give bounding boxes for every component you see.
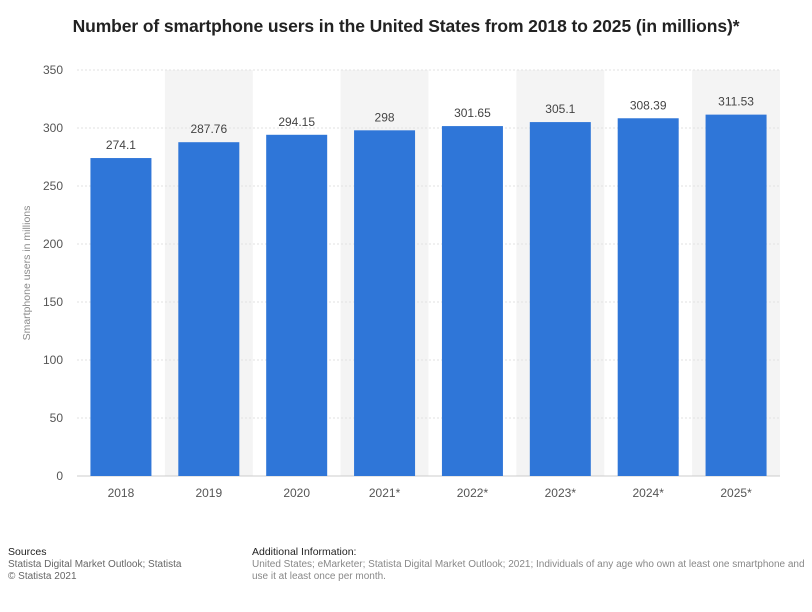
bar: [529, 122, 591, 477]
y-tick-label: 0: [56, 469, 63, 483]
bar-value-label: 308.39: [630, 98, 667, 112]
y-tick-label: 150: [43, 295, 63, 309]
x-axis-ticks: 2018 2019 2020 2021* 2022* 2023* 2024* 2025*: [108, 486, 752, 500]
x-tick-label: 2021*: [369, 486, 401, 500]
y-axis-title: Smartphone users in millions: [21, 206, 33, 341]
bar-value-label: 294.15: [278, 115, 315, 129]
x-tick-label: 2019: [195, 486, 222, 500]
copyright-line: © Statista 2021: [8, 571, 77, 582]
bar-value-label: 287.76: [190, 122, 227, 136]
bar-chart: 274.1 287.76 294.15 298 301.65 305.1 308.39 311…: [21, 63, 780, 500]
bars: [90, 114, 767, 477]
bar-value-label: 298: [375, 110, 395, 124]
y-tick-label: 350: [43, 63, 63, 77]
footer-additional-info: Additional Information: United States; e…: [252, 546, 808, 583]
footer-sources: Sources Statista Digital Market Outlook;…: [8, 546, 181, 583]
bar: [354, 130, 416, 476]
info-heading: Additional Information:: [252, 546, 357, 558]
info-text: United States; eMarketer; Statista Digit…: [252, 559, 805, 582]
y-tick-label: 250: [43, 179, 63, 193]
sources-heading: Sources: [8, 546, 47, 558]
y-tick-label: 300: [43, 121, 63, 135]
x-tick-label: 2025*: [720, 486, 752, 500]
x-tick-label: 2020: [283, 486, 310, 500]
y-tick-label: 50: [50, 411, 64, 425]
chart-title: Number of smartphone users in the United…: [72, 16, 740, 36]
bar: [617, 118, 679, 476]
bar: [178, 142, 240, 476]
bar-value-label: 301.65: [454, 106, 491, 120]
bar: [441, 126, 503, 476]
bar: [266, 134, 328, 476]
x-tick-label: 2024*: [633, 486, 665, 500]
sources-line: Statista Digital Market Outlook; Statist…: [8, 559, 182, 570]
y-tick-label: 100: [43, 353, 63, 367]
y-axis-ticks: 0 50 100 150 200 250 300 350: [43, 63, 63, 483]
bar: [90, 158, 152, 476]
bar-value-label: 274.1: [106, 138, 136, 152]
bar: [705, 114, 767, 477]
y-tick-label: 200: [43, 237, 63, 251]
x-tick-label: 2023*: [545, 486, 577, 500]
bar-value-label: 305.1: [545, 102, 575, 116]
bar-value-labels: 274.1 287.76 294.15 298 301.65 305.1 308.39 311…: [106, 95, 754, 152]
bar-value-label: 311.53: [718, 95, 754, 109]
x-tick-label: 2018: [108, 486, 135, 500]
x-tick-label: 2022*: [457, 486, 489, 500]
